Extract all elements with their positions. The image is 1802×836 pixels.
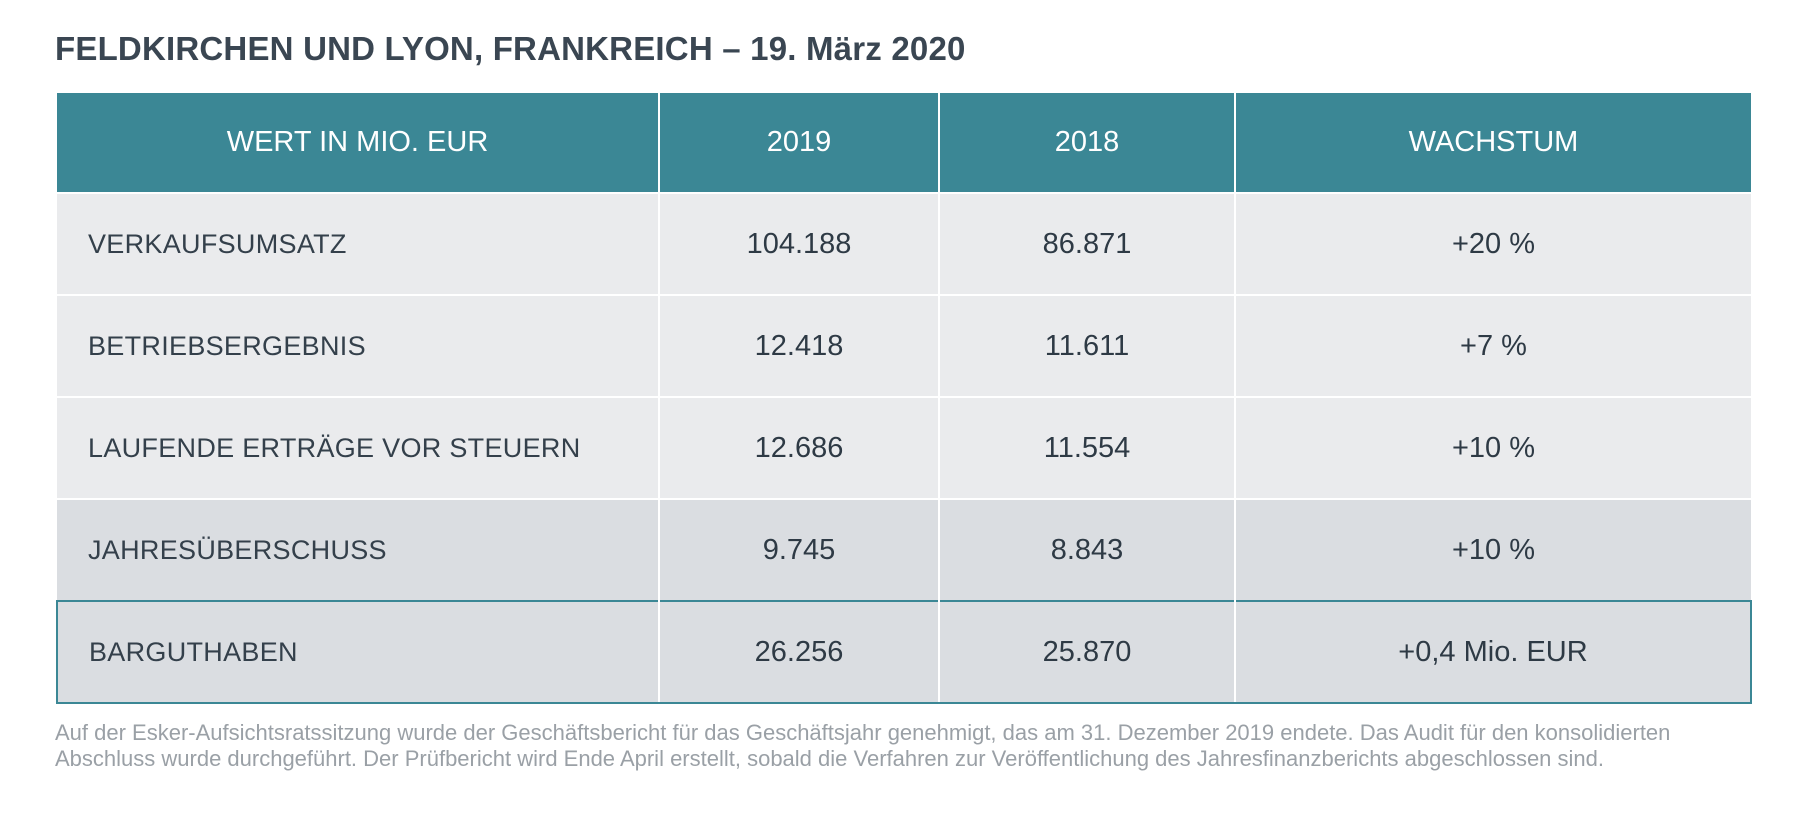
- value-2019: 26.256: [659, 600, 940, 704]
- footnote-text: Auf der Esker-Aufsichtsratssitzung wurde…: [55, 720, 1671, 771]
- table-row-pretax-income: LAUFENDE ERTRÄGE VOR STEUERN 12.686 11.5…: [57, 396, 1751, 499]
- row-label: VERKAUFSUMSATZ: [57, 192, 660, 295]
- value-2018: 25.870: [939, 600, 1236, 704]
- page-title: FELDKIRCHEN UND LYON, FRANKREICH – 19. M…: [55, 30, 966, 67]
- row-label: LAUFENDE ERTRÄGE VOR STEUERN: [57, 396, 660, 499]
- column-header-metric: WERT IN MIO. EUR: [57, 93, 660, 193]
- row-label: BARGUTHABEN: [56, 600, 660, 704]
- column-header-2018: 2018: [939, 93, 1236, 193]
- row-label: JAHRESÜBERSCHUSS: [57, 498, 660, 601]
- table-row-operating-result: BETRIEBSERGEBNIS 12.418 11.611 +7 %: [57, 294, 1751, 397]
- value-2018: 11.611: [939, 294, 1236, 397]
- value-2018: 11.554: [939, 396, 1236, 499]
- table-row-net-income: JAHRESÜBERSCHUSS 9.745 8.843 +10 %: [57, 498, 1751, 601]
- table-header-row: WERT IN MIO. EUR 2019 2018 WACHSTUM: [57, 93, 1751, 193]
- financial-results-table: WERT IN MIO. EUR 2019 2018 WACHSTUM VERK…: [56, 93, 1752, 704]
- value-2018: 8.843: [939, 498, 1236, 601]
- value-2019: 104.188: [659, 192, 940, 295]
- row-label: BETRIEBSERGEBNIS: [57, 294, 660, 397]
- table-row-sales: VERKAUFSUMSATZ 104.188 86.871 +20 %: [57, 192, 1751, 295]
- value-2018: 86.871: [939, 192, 1236, 295]
- growth-value: +7 %: [1235, 294, 1751, 397]
- growth-value: +10 %: [1235, 498, 1751, 601]
- value-2019: 12.418: [659, 294, 940, 397]
- column-header-2019: 2019: [659, 93, 940, 193]
- growth-value: +0,4 Mio. EUR: [1235, 600, 1752, 704]
- growth-value: +20 %: [1235, 192, 1751, 295]
- table-row-cash: BARGUTHABEN 26.256 25.870 +0,4 Mio. EUR: [56, 600, 1752, 704]
- value-2019: 9.745: [659, 498, 940, 601]
- column-header-growth: WACHSTUM: [1235, 93, 1751, 193]
- value-2019: 12.686: [659, 396, 940, 499]
- growth-value: +10 %: [1235, 396, 1751, 499]
